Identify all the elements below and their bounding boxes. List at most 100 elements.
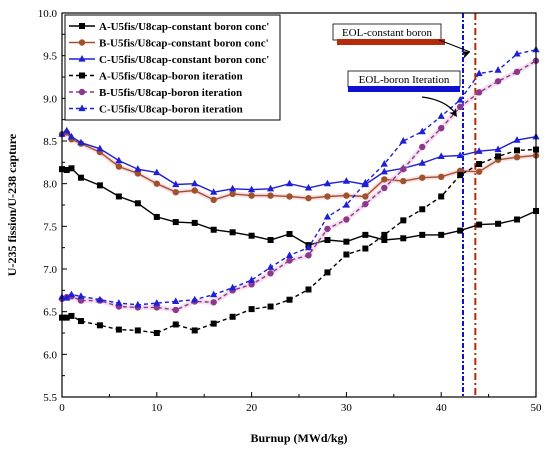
legend-label: A-U5fis/U8cap-boron iteration	[99, 71, 243, 83]
data-point	[172, 321, 179, 328]
data-point	[495, 153, 502, 160]
data-point	[323, 212, 332, 220]
data-point	[134, 327, 141, 334]
data-point	[286, 296, 293, 303]
y-tick-label: 10.0	[38, 8, 58, 20]
data-point	[191, 327, 198, 334]
data-point	[381, 236, 388, 243]
y-tick-label: 6.5	[43, 307, 57, 319]
data-point	[172, 180, 180, 188]
data-point	[457, 227, 464, 234]
data-point	[115, 193, 122, 200]
data-point	[115, 326, 122, 333]
eol-constant-boron-arrow	[438, 39, 471, 53]
data-point	[266, 184, 275, 192]
data-point	[305, 252, 312, 259]
tick-labels: 0 10 20 30 40 50 5.5 6.0 6.5 7.0 7.5 8.0 8.5 9.0 9.5 10…	[38, 8, 542, 414]
series-2	[58, 126, 540, 195]
data-point	[134, 300, 142, 308]
data-point	[305, 286, 312, 293]
data-point	[77, 297, 85, 304]
data-point	[494, 66, 502, 73]
data-point	[438, 231, 445, 238]
data-point	[342, 177, 350, 184]
data-point	[324, 269, 331, 276]
data-point	[77, 138, 85, 146]
data-point	[381, 176, 388, 183]
data-point	[267, 192, 274, 199]
data-point	[400, 165, 407, 173]
data-point	[134, 165, 142, 172]
data-point	[96, 144, 104, 152]
data-point	[400, 217, 407, 224]
legend-swatch-marker	[79, 72, 85, 79]
data-point	[286, 257, 293, 264]
data-point	[153, 330, 160, 336]
legend-item: B-U5fis/U8cap-constant boron conc'	[69, 38, 269, 50]
data-point	[438, 193, 445, 200]
legend-swatch-marker	[78, 104, 86, 112]
series-line	[61, 167, 537, 246]
legend-item: B-U5fis/U8cap-boron iteration	[69, 87, 242, 99]
legend: A-U5fis/U8cap-constant boron conc' B-U5fi…	[64, 14, 281, 121]
y-tick-label: 6.0	[43, 349, 57, 361]
legend-label: C-U5fis/U8cap-constant boron conc'	[99, 54, 269, 66]
data-point	[191, 219, 198, 226]
eol-vertical-lines	[462, 13, 477, 397]
data-point	[96, 322, 103, 329]
data-point	[153, 180, 160, 187]
data-point	[323, 179, 332, 187]
data-point	[63, 126, 71, 134]
data-point	[153, 168, 161, 176]
eol-constant-boron-color-bar	[337, 39, 445, 45]
data-point	[438, 125, 445, 132]
legend-swatch-marker	[78, 88, 86, 96]
data-point	[437, 152, 445, 159]
legend-label: B-U5fis/U8cap-constant boron conc'	[99, 38, 269, 50]
y-tick-label: 8.0	[43, 179, 57, 191]
data-point	[153, 299, 161, 306]
legend-label: B-U5fis/U8cap-boron iteration	[99, 87, 242, 99]
data-point	[286, 193, 293, 200]
data-point	[172, 219, 179, 226]
series-line	[61, 129, 537, 193]
series-glow	[61, 129, 537, 203]
eol-constant-boron-annotation: EOL-constant boron	[332, 23, 471, 59]
data-point	[210, 196, 217, 204]
data-point	[494, 78, 502, 85]
data-point	[475, 89, 483, 96]
y-tick-label: 5.5	[43, 392, 57, 404]
legend-label: C-U5fis/U8cap-boron iteration	[99, 104, 243, 116]
data-point	[381, 184, 388, 192]
x-tick-label: 10	[151, 402, 163, 414]
data-point	[229, 229, 236, 236]
data-point	[418, 159, 426, 166]
eol-boron-iteration-color-bar	[348, 86, 460, 92]
data-point	[96, 182, 103, 189]
data-point	[267, 303, 274, 310]
data-point	[513, 136, 521, 143]
data-point	[248, 192, 255, 199]
data-point	[153, 213, 160, 220]
data-point	[115, 156, 123, 164]
data-point	[419, 143, 426, 151]
data-point	[343, 251, 350, 258]
data-point	[513, 49, 521, 57]
data-point	[67, 132, 76, 140]
data-point	[475, 147, 483, 154]
data-point	[266, 263, 275, 270]
series-3	[59, 146, 539, 336]
legend-item: C-U5fis/U8cap-constant boron conc'	[69, 54, 269, 66]
legend-box	[64, 14, 281, 121]
data-point	[191, 179, 199, 187]
data-point	[380, 160, 388, 167]
data-point	[380, 167, 388, 175]
data-point	[381, 231, 388, 238]
data-point	[248, 276, 256, 283]
data-point	[172, 297, 180, 305]
data-point	[229, 184, 237, 192]
data-point	[67, 290, 76, 298]
data-point	[456, 103, 464, 111]
data-point	[343, 216, 350, 223]
data-point	[172, 189, 179, 196]
